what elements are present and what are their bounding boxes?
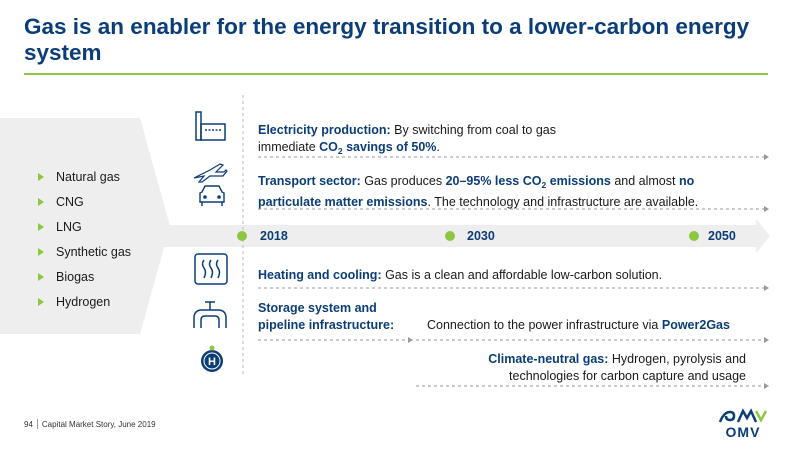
electricity-text: Electricity production: By switching fro… <box>258 123 557 156</box>
footer: 94 Capital Market Story, June 2019 <box>24 419 156 429</box>
omv-logo-icon <box>718 408 768 423</box>
list-item: Hydrogen <box>38 289 131 314</box>
bullet-icon <box>38 172 44 181</box>
footer-text: Capital Market Story, June 2019 <box>41 419 156 429</box>
title-divider <box>24 73 768 75</box>
timeline-year-2018: 2018 <box>260 229 288 243</box>
plane-car-icon <box>193 163 228 206</box>
storage-text: Connection to the power infrastructure v… <box>427 318 730 332</box>
gas-types-list: Natural gas CNG LNG Synthetic gas Biogas… <box>38 164 131 314</box>
page-title: Gas is an enabler for the energy transit… <box>24 14 750 65</box>
list-item: Natural gas <box>38 164 131 189</box>
omv-logo-text: OMV <box>725 424 761 440</box>
timeline-year-2030: 2030 <box>467 229 495 243</box>
timeline-dot-2018 <box>237 231 247 241</box>
list-item: LNG <box>38 214 131 239</box>
timeline-arrow <box>150 219 770 253</box>
heating-text: Heating and cooling: Gas is a clean and … <box>258 268 663 282</box>
heating-icon <box>194 253 228 285</box>
list-item: Synthetic gas <box>38 239 131 264</box>
bullet-icon <box>38 272 44 281</box>
storage-label: Storage system and pipeline infrastructu… <box>258 301 395 332</box>
timeline-dot-2030 <box>445 231 455 241</box>
svg-text:H: H <box>208 356 216 368</box>
bullet-icon <box>38 297 44 306</box>
footer-divider <box>36 419 38 429</box>
hydrogen-icon: H <box>201 345 223 372</box>
power-plant-icon <box>195 111 226 141</box>
pipeline-icon <box>193 301 227 328</box>
bullet-icon <box>38 197 44 206</box>
timeline-year-2050: 2050 <box>708 229 736 243</box>
climate-text: Climate-neutral gas: Hydrogen, pyrolysis… <box>488 352 746 383</box>
bullet-icon <box>38 222 44 231</box>
list-item: CNG <box>38 189 131 214</box>
page-number: 94 <box>24 419 33 429</box>
list-item: Biogas <box>38 264 131 289</box>
transport-text: Transport sector: Gas produces 20–95% le… <box>258 174 699 209</box>
bullet-icon <box>38 247 44 256</box>
timeline-dot-2050 <box>689 231 699 241</box>
